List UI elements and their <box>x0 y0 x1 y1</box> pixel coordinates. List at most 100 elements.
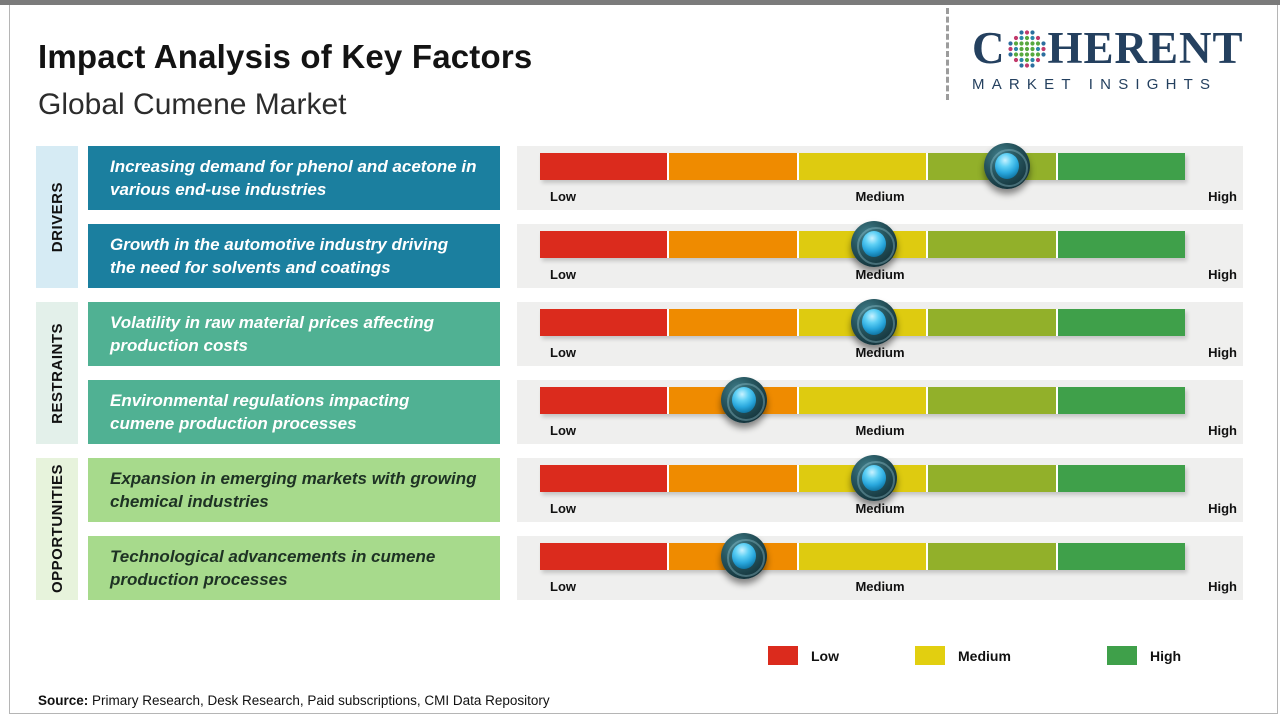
page-title: Impact Analysis of Key Factors <box>38 38 533 75</box>
slide-left-border <box>9 5 10 714</box>
bar-segment <box>540 543 668 570</box>
bar-segment <box>669 153 797 180</box>
legend-swatch-medium <box>915 646 945 665</box>
bar-segment <box>540 309 668 336</box>
bar-segment <box>798 153 927 180</box>
source-label: Source: <box>38 693 89 708</box>
impact-bar <box>540 387 1186 414</box>
impact-bar <box>540 543 1186 570</box>
logo-divider-dashed-line <box>946 8 949 100</box>
group-strip-drivers: DRIVERS <box>36 146 78 288</box>
scale-label-low: Low <box>550 267 576 282</box>
scale-label-medium: Medium <box>855 267 905 282</box>
legend-swatch-high <box>1107 646 1137 665</box>
bar-segment <box>928 231 1056 258</box>
bar-segment <box>669 465 797 492</box>
scale-label-low: Low <box>550 189 576 204</box>
factor-box: Volatility in raw material prices affect… <box>88 302 500 366</box>
impact-marker <box>851 221 898 267</box>
bar-segment <box>798 543 927 570</box>
bar-segment <box>928 543 1056 570</box>
impact-panel: Low Medium High <box>517 221 1243 288</box>
legend-item-high: High <box>1107 646 1181 665</box>
legend-item-medium: Medium <box>915 646 1011 665</box>
scale-label-high: High <box>1208 501 1237 516</box>
slide-bottom-border <box>9 713 1278 714</box>
bar-segment <box>669 231 797 258</box>
legend-item-low: Low <box>768 646 839 665</box>
coherent-globe-icon <box>1007 29 1047 69</box>
bar-segment <box>1057 465 1186 492</box>
source-note: Source: Primary Research, Desk Research,… <box>38 693 550 708</box>
group-strip-restraints: RESTRAINTS <box>36 302 78 444</box>
legend-swatch-low <box>768 646 798 665</box>
scale-label-high: High <box>1208 189 1237 204</box>
brand-name: C HERENT <box>972 26 1260 71</box>
slide-right-border <box>1277 5 1278 714</box>
scale-label-low: Low <box>550 579 576 594</box>
impact-marker <box>851 455 898 501</box>
bar-segment <box>1057 543 1186 570</box>
factor-text: Environmental regulations impacting cume… <box>110 390 410 433</box>
scale-label-high: High <box>1208 345 1237 360</box>
scale-label-medium: Medium <box>855 345 905 360</box>
brand-tagline: MARKET INSIGHTS <box>972 76 1218 93</box>
legend-label: High <box>1150 647 1182 664</box>
brand-suffix: HERENT <box>1047 23 1244 73</box>
factor-box: Growth in the automotive industry drivin… <box>88 224 500 288</box>
factor-box: Environmental regulations impacting cume… <box>88 380 500 444</box>
impact-panel: Low Medium High <box>517 377 1243 444</box>
scale-label-low: Low <box>550 501 576 516</box>
bar-segment <box>540 465 668 492</box>
scale-label-medium: Medium <box>855 189 905 204</box>
bar-segment <box>1057 309 1186 336</box>
factor-text: Volatility in raw material prices affect… <box>110 312 435 355</box>
scale-label-medium: Medium <box>855 579 905 594</box>
group-label: RESTRAINTS <box>48 322 66 424</box>
impact-marker <box>983 143 1030 189</box>
bar-segment <box>928 465 1056 492</box>
scale-label-high: High <box>1208 423 1237 438</box>
factor-box: Increasing demand for phenol and acetone… <box>88 146 500 210</box>
impact-bar <box>540 153 1186 180</box>
factor-text: Expansion in emerging markets with growi… <box>110 468 477 511</box>
bar-segment <box>540 153 668 180</box>
legend-label: Low <box>811 647 839 664</box>
bar-segment <box>540 387 668 414</box>
impact-marker <box>720 377 767 423</box>
scale-label-medium: Medium <box>855 423 905 438</box>
page-subtitle: Global Cumene Market <box>38 88 347 121</box>
scale-label-medium: Medium <box>855 501 905 516</box>
factor-text: Technological advancements in cumene pro… <box>110 546 436 589</box>
brand-logo: C HERENT MARKET INSIGHTS <box>972 26 1260 94</box>
bar-segment <box>928 387 1056 414</box>
scale-label-low: Low <box>550 345 576 360</box>
source-text: Primary Research, Desk Research, Paid su… <box>88 693 550 708</box>
group-label: DRIVERS <box>48 181 66 253</box>
scale-label-high: High <box>1208 579 1237 594</box>
impact-bar <box>540 231 1186 258</box>
bar-segment <box>1057 231 1186 258</box>
slide-top-border <box>0 0 1280 5</box>
impact-panel: Low Medium High <box>517 299 1243 366</box>
impact-panel: Low Medium High <box>517 455 1243 522</box>
impact-panel: Low Medium High <box>517 533 1243 600</box>
bar-segment <box>540 231 668 258</box>
bar-segment <box>798 387 927 414</box>
legend-label: Medium <box>958 647 1011 664</box>
factor-text: Increasing demand for phenol and acetone… <box>110 156 477 199</box>
bar-segment <box>669 309 797 336</box>
factor-box: Expansion in emerging markets with growi… <box>88 458 500 522</box>
bar-segment <box>1057 153 1186 180</box>
brand-prefix: C <box>972 23 1006 73</box>
scale-label-low: Low <box>550 423 576 438</box>
factor-box: Technological advancements in cumene pro… <box>88 536 500 600</box>
bar-segment <box>1057 387 1186 414</box>
bar-segment <box>928 309 1056 336</box>
group-label: OPPORTUNITIES <box>48 464 66 594</box>
impact-marker <box>851 299 898 345</box>
scale-label-high: High <box>1208 267 1237 282</box>
impact-panel: Low Medium High <box>517 143 1243 210</box>
impact-marker <box>720 533 767 579</box>
